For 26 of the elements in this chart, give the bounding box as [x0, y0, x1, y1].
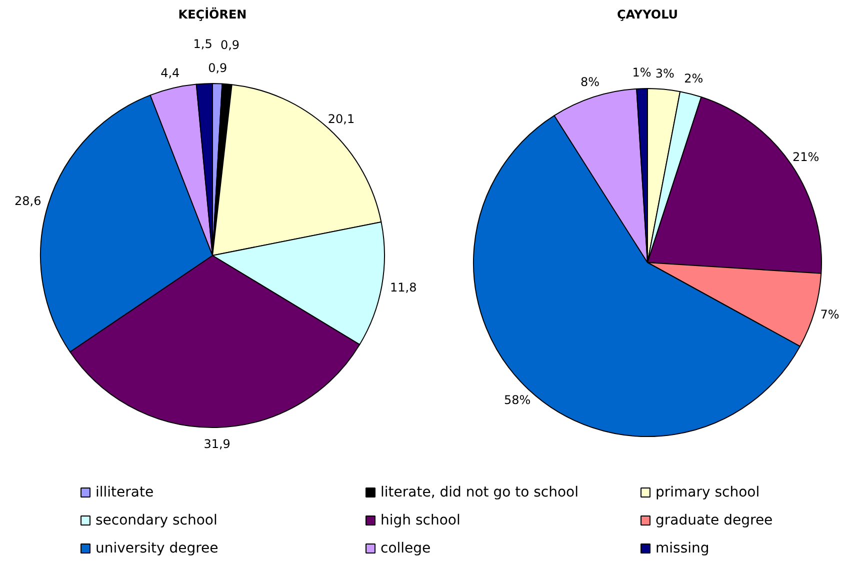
data-label: 8% — [580, 75, 600, 90]
data-label: 4,4 — [160, 66, 180, 80]
legend-label: graduate degree — [656, 512, 773, 528]
legend-label: university degree — [96, 540, 218, 556]
legend-label: high school — [380, 512, 460, 528]
legend-label: primary school — [656, 484, 760, 500]
data-label: 1,5 — [193, 37, 212, 52]
legend-label: missing — [656, 540, 710, 556]
legend-label: literate, did not go to school — [380, 484, 579, 500]
data-label: 11,8 — [390, 280, 417, 295]
data-label: 21% — [792, 150, 820, 164]
chart-title: KEÇİÖREN — [178, 6, 247, 22]
data-label: 58% — [504, 392, 531, 407]
data-label: 2% — [684, 72, 704, 86]
data-label: 0,9 — [220, 38, 240, 52]
legend-label: college — [380, 540, 431, 556]
data-label: 31,9 — [204, 436, 230, 451]
data-label: 3% — [655, 66, 674, 80]
chart-title: ÇAYYOLU — [616, 8, 678, 22]
data-label: 1% — [632, 66, 652, 80]
data-label: 28,6 — [14, 194, 42, 208]
data-label: 0,9 — [208, 61, 228, 76]
legend-label: illiterate — [96, 484, 154, 500]
data-label: 7% — [820, 307, 840, 322]
legend-label: secondary school — [96, 512, 218, 528]
data-label: 20,1 — [328, 112, 355, 126]
